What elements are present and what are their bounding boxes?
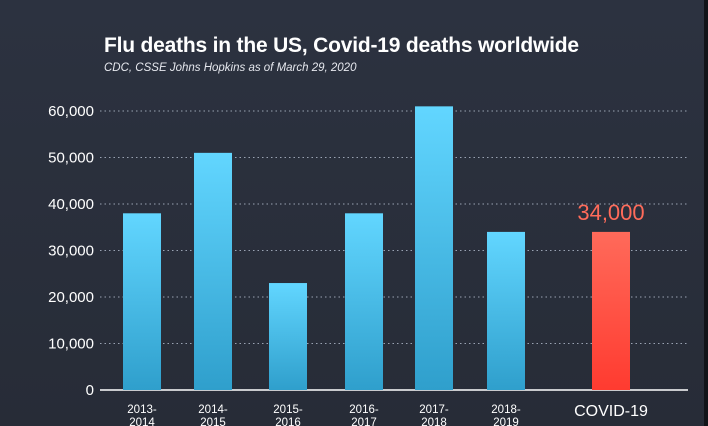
x-tick-label: 2014- [198,404,228,416]
chart-title: Flu deaths in the US, Covid-19 deaths wo… [104,34,579,57]
x-tick-label: 2016 [275,417,301,426]
x-tick-label: 2019 [493,417,519,426]
x-tick-label: 2017 [351,417,377,426]
y-tick-label: 30,000 [48,243,94,260]
x-tick-label: 2015 [200,417,226,426]
x-tick-label: 2015- [273,404,303,416]
x-tick-label: COVID-19 [574,403,648,420]
bar-flu-season [194,152,232,390]
bar-flu-season [269,283,307,390]
bar-flu-season [345,213,383,390]
y-tick-label: 40,000 [48,196,94,213]
bar-flu-season [487,231,525,390]
y-tick-label: 0 [86,382,94,399]
y-tick-label: 10,000 [48,336,94,353]
x-tick-label: 2018- [491,404,521,416]
bar-flu-season [123,213,161,390]
window-edge [704,0,708,426]
y-tick-label: 20,000 [48,289,94,306]
x-tick-label: 2018 [421,417,447,426]
bar-flu-season [415,106,453,390]
x-tick-label: 2014 [129,417,155,426]
y-tick-label: 60,000 [48,103,94,120]
bar-covid-19 [592,231,630,390]
chart-subtitle: CDC, CSSE Johns Hopkins as of March 29, … [104,62,357,74]
y-tick-label: 50,000 [48,150,94,167]
x-tick-label: 2017- [419,404,449,416]
x-tick-label: 2013- [127,404,157,416]
data-label-covid: 34,000 [577,200,644,225]
x-tick-label: 2016- [349,404,379,416]
